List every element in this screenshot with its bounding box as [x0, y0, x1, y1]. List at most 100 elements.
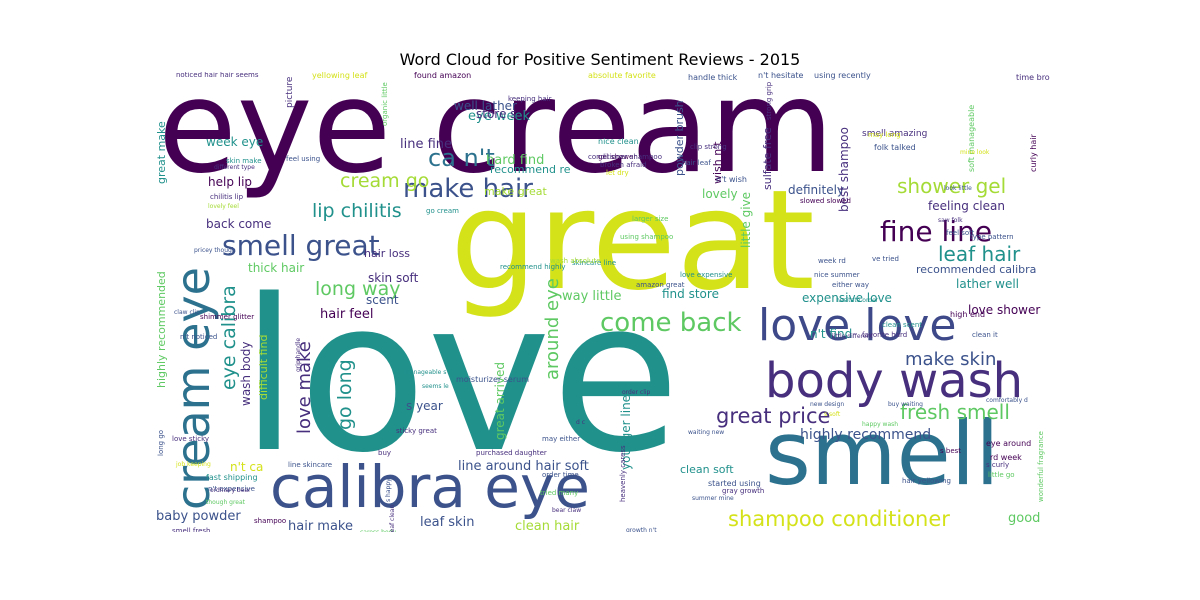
word-cloud-word: s soft [824, 411, 841, 418]
word-cloud-word: baby powder [156, 509, 241, 524]
word-cloud-word: love sticky [172, 435, 210, 443]
word-cloud-word: different type [214, 164, 255, 171]
word-cloud-word: hair make [288, 519, 353, 532]
word-cloud-word: wonderful fragrance [1037, 431, 1045, 502]
word-cloud-word: s best [940, 447, 962, 455]
word-cloud-word: let dry [606, 169, 629, 177]
word-cloud-word: either way [832, 281, 869, 289]
word-cloud-word: growth n't [626, 527, 657, 533]
word-cloud-word: smell fresh [172, 527, 211, 533]
word-cloud-word: lip chilitis [312, 200, 402, 222]
word-cloud-word: way little [562, 289, 622, 304]
word-cloud-word: week rd [818, 257, 846, 265]
word-cloud-word: difficult find [257, 334, 270, 400]
word-cloud-word: feeling clean [928, 199, 1005, 213]
word-cloud-word: shower gel [897, 174, 1007, 198]
word-cloud-word: good [1008, 511, 1041, 526]
word-cloud-word: ca n't [428, 144, 495, 172]
word-cloud-word: picture [285, 76, 295, 108]
word-cloud-word: hard find [486, 153, 545, 168]
word-cloud-word: nice clean [598, 137, 639, 146]
word-cloud-word: using recently [814, 72, 871, 80]
word-cloud-word: cream go [340, 170, 430, 192]
word-cloud-word: order time [542, 471, 579, 479]
word-cloud-word: hesitate order [836, 297, 879, 304]
chart-title: Word Cloud for Positive Sentiment Review… [399, 50, 801, 69]
word-cloud-word: skin make [226, 157, 262, 165]
word-cloud-word: handle thick [688, 73, 738, 82]
word-cloud-word: though great [206, 499, 246, 506]
word-cloud-word: sulfate free [761, 127, 774, 190]
word-cloud-word: leaf clean [389, 504, 396, 532]
word-cloud-word: n't wish [716, 175, 747, 184]
word-cloud-word: comfortably d [986, 397, 1028, 404]
word-cloud-word: d c [576, 419, 586, 426]
word-cloud-word: n't find [810, 327, 853, 341]
word-cloud-word: happy wash [862, 421, 899, 428]
word-cloud-word: store s [476, 107, 517, 121]
word-cloud-word: highly recommended [155, 271, 168, 388]
word-cloud-word: line skincare [288, 461, 333, 469]
word-cloud-word: great [450, 160, 815, 321]
word-cloud-word: highly recommend [800, 427, 932, 443]
word-cloud-word: time broken [1016, 73, 1050, 82]
word-cloud-word: great make [155, 121, 168, 184]
word-cloud-word: yellowing leaf [312, 72, 368, 80]
word-cloud-word: leaf hair [938, 242, 1021, 266]
word-cloud-word: make skin [905, 349, 997, 370]
word-cloud-word: mine look [960, 149, 990, 156]
word-cloud-word: love love [758, 300, 957, 351]
word-cloud-word: eye around [986, 439, 1032, 448]
word-cloud-word: favorite hard [862, 331, 908, 339]
word-cloud-word: n't hesitate [758, 72, 804, 80]
word-cloud-word: using shampoo [620, 233, 674, 241]
word-cloud-word: manageable s [404, 369, 447, 376]
word-cloud-word: wash body [239, 341, 253, 406]
word-cloud-word: saw folk [938, 217, 963, 224]
word-cloud-word: s happy [385, 478, 392, 502]
word-cloud-word: line fine [400, 137, 453, 152]
word-cloud-word: help lip [208, 175, 253, 189]
word-cloud-word: grip handle [295, 337, 302, 372]
word-cloud-word: thick hair [248, 261, 305, 275]
word-cloud-word: love shower [968, 303, 1041, 317]
word-cloud-word: go cream [426, 207, 459, 215]
word-cloud-word: n't ca [230, 460, 264, 474]
word-cloud-word: body wash [765, 353, 1024, 409]
word-cloud-word: wash absolute [550, 257, 601, 265]
word-cloud-word: eye calibra [218, 285, 240, 390]
word-cloud-word: seems le [422, 383, 449, 390]
word-cloud-word: fine line [880, 215, 993, 248]
word-cloud-word: high end [950, 310, 986, 319]
word-cloud-word: job keeping [176, 461, 211, 468]
word-cloud-word: come back [600, 308, 742, 338]
word-cloud-word: great arrived [493, 362, 507, 440]
word-cloud-word: clip strong [690, 143, 727, 151]
word-cloud-word: great price [716, 404, 831, 428]
word-cloud-word: new design [810, 401, 845, 408]
word-cloud-word: long way [315, 278, 401, 300]
word-cloud-word: feel soft [946, 229, 975, 237]
word-cloud-word: found amazon [414, 72, 472, 80]
word-cloud-word: folk talked [874, 143, 916, 152]
word-cloud-word: fast shipping [206, 473, 258, 482]
word-cloud-word: organic little [381, 82, 389, 126]
word-cloud-word: skin soft [368, 271, 419, 285]
word-cloud-word: eye week [468, 109, 530, 124]
word-cloud-word: make hair [403, 174, 533, 204]
word-cloud-word: moisturizer serum [456, 375, 529, 384]
word-cloud-word: look little [944, 185, 972, 192]
word-cloud-word: shampoo conditioner [728, 507, 950, 531]
word-cloud-word: hair feel [320, 307, 374, 322]
word-cloud-word: claw clip [174, 309, 200, 316]
word-cloud-word: hair yellowing [902, 477, 951, 485]
word-cloud-word: buy [378, 449, 392, 457]
word-cloud-word: smell amazing [862, 129, 928, 139]
word-cloud-word: larger size [632, 215, 669, 223]
word-cloud-word: lovely feel [208, 203, 239, 210]
word-cloud-word: broken afraid [600, 161, 647, 169]
word-cloud-word: soft manageable [967, 104, 976, 172]
word-cloud-word: eye cream [158, 72, 834, 202]
word-cloud-word: recommend re [490, 163, 571, 176]
word-cloud-word: back come [206, 217, 272, 231]
